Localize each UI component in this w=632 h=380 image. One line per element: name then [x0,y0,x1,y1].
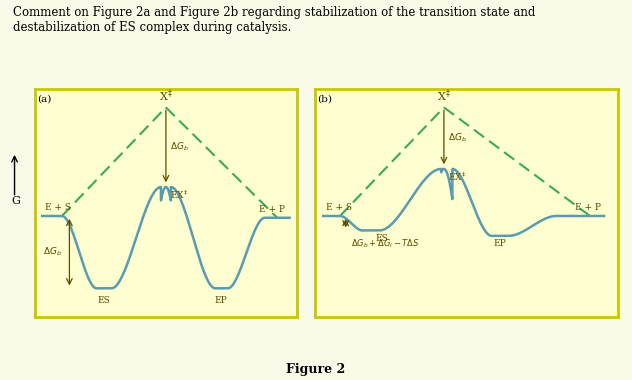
Text: E + P: E + P [258,205,284,214]
Text: $\Delta G_b$: $\Delta G_b$ [169,140,188,152]
Text: $\Delta G_b$: $\Delta G_b$ [44,246,63,258]
Text: X$^{\ddagger}$: X$^{\ddagger}$ [437,87,451,104]
Text: E + S: E + S [326,203,352,212]
Text: EX$^{\ddagger}$: EX$^{\ddagger}$ [169,189,188,201]
Text: $\Delta G_b + \Delta G_i - T\Delta S$: $\Delta G_b + \Delta G_i - T\Delta S$ [351,238,420,250]
Text: ES: ES [376,234,389,243]
Text: X$^{\ddagger}$: X$^{\ddagger}$ [159,87,173,104]
Text: EP: EP [214,296,227,305]
Text: ES: ES [98,296,111,305]
Text: (b): (b) [317,95,332,104]
Text: EP: EP [494,239,506,249]
Text: E + P: E + P [575,203,601,212]
Text: G: G [11,196,20,206]
Text: E + S: E + S [45,203,71,212]
Text: (a): (a) [37,95,52,104]
Text: Comment on Figure 2a and Figure 2b regarding stabilization of the transition sta: Comment on Figure 2a and Figure 2b regar… [13,6,535,34]
Text: Figure 2: Figure 2 [286,363,346,376]
Text: EX$^{\ddagger}$: EX$^{\ddagger}$ [448,171,466,183]
Text: $\Delta G_b$: $\Delta G_b$ [448,131,467,144]
